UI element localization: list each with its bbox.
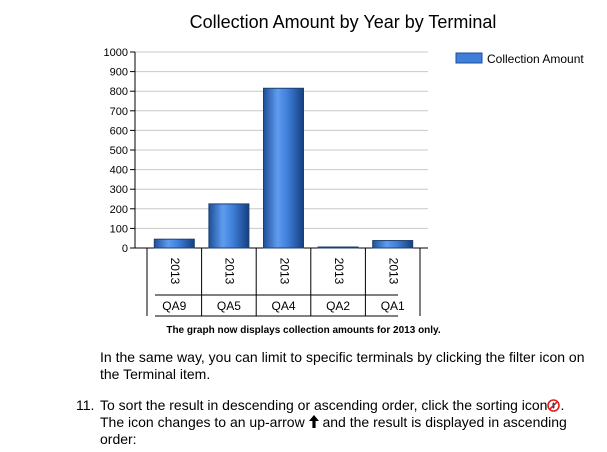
bar-QA9	[153, 238, 195, 249]
step-text-part1: To sort the result in descending or asce…	[100, 397, 548, 413]
step-text-part2: .	[560, 397, 565, 413]
bars	[153, 87, 414, 249]
x-terminal-label: QA2	[326, 299, 350, 313]
y-tick-label: 100	[110, 223, 128, 235]
step-number: 11.	[76, 397, 95, 413]
bar-chart: Collection Amount by Year by Terminal 0 1…	[104, 12, 584, 317]
step-text: To sort the result in descending or asce…	[100, 397, 600, 448]
x-terminal-label: QA4	[271, 299, 295, 313]
x-terminal-label: QA9	[162, 299, 186, 313]
bar-QA4	[263, 87, 304, 249]
x-year-label: 2013	[277, 258, 291, 285]
step-text-part3: The icon changes to an up-arrow	[100, 414, 309, 430]
y-tick-label: 600	[110, 125, 128, 137]
legend: Collection Amount	[455, 52, 584, 66]
y-tick-label: 500	[110, 145, 128, 157]
bar-QA1	[372, 240, 414, 249]
x-year-label: 2013	[168, 258, 182, 285]
x-year-label: 2013	[223, 258, 237, 285]
x-year-label: 2013	[387, 258, 401, 285]
y-tick-label: 400	[110, 165, 128, 177]
y-tick-label: 900	[110, 67, 128, 79]
legend-swatch	[455, 52, 483, 64]
legend-label: Collection Amount	[487, 52, 584, 66]
y-tick-label: 800	[110, 86, 128, 98]
y-tick-label: 0	[122, 243, 128, 255]
sort-disabled-icon	[547, 399, 561, 412]
bar-QA2	[317, 246, 359, 249]
body-paragraph: In the same way, you can limit to specif…	[100, 349, 585, 382]
x-terminal-label: QA1	[381, 299, 405, 313]
chart: Collection Amount by Year by Terminal 0 1…	[104, 12, 584, 317]
y-tick-label: 700	[110, 106, 128, 118]
y-tick-label: 200	[110, 204, 128, 216]
figure-caption: The graph now displays collection amount…	[166, 325, 441, 336]
chart-title: Collection Amount by Year by Terminal	[190, 12, 497, 32]
step-text-part4: and the result is displayed in ascending…	[100, 414, 567, 447]
up-arrow-icon	[308, 415, 319, 428]
bar-QA5	[208, 203, 250, 249]
y-tick-label: 1000	[104, 47, 128, 59]
x-axis: 2013 QA9 2013 QA5 2013 QA4 2013 QA2 2013 QA1	[146, 248, 421, 317]
x-year-label: 2013	[332, 258, 346, 285]
x-terminal-label: QA5	[217, 299, 241, 313]
y-tick-label: 300	[110, 184, 128, 196]
